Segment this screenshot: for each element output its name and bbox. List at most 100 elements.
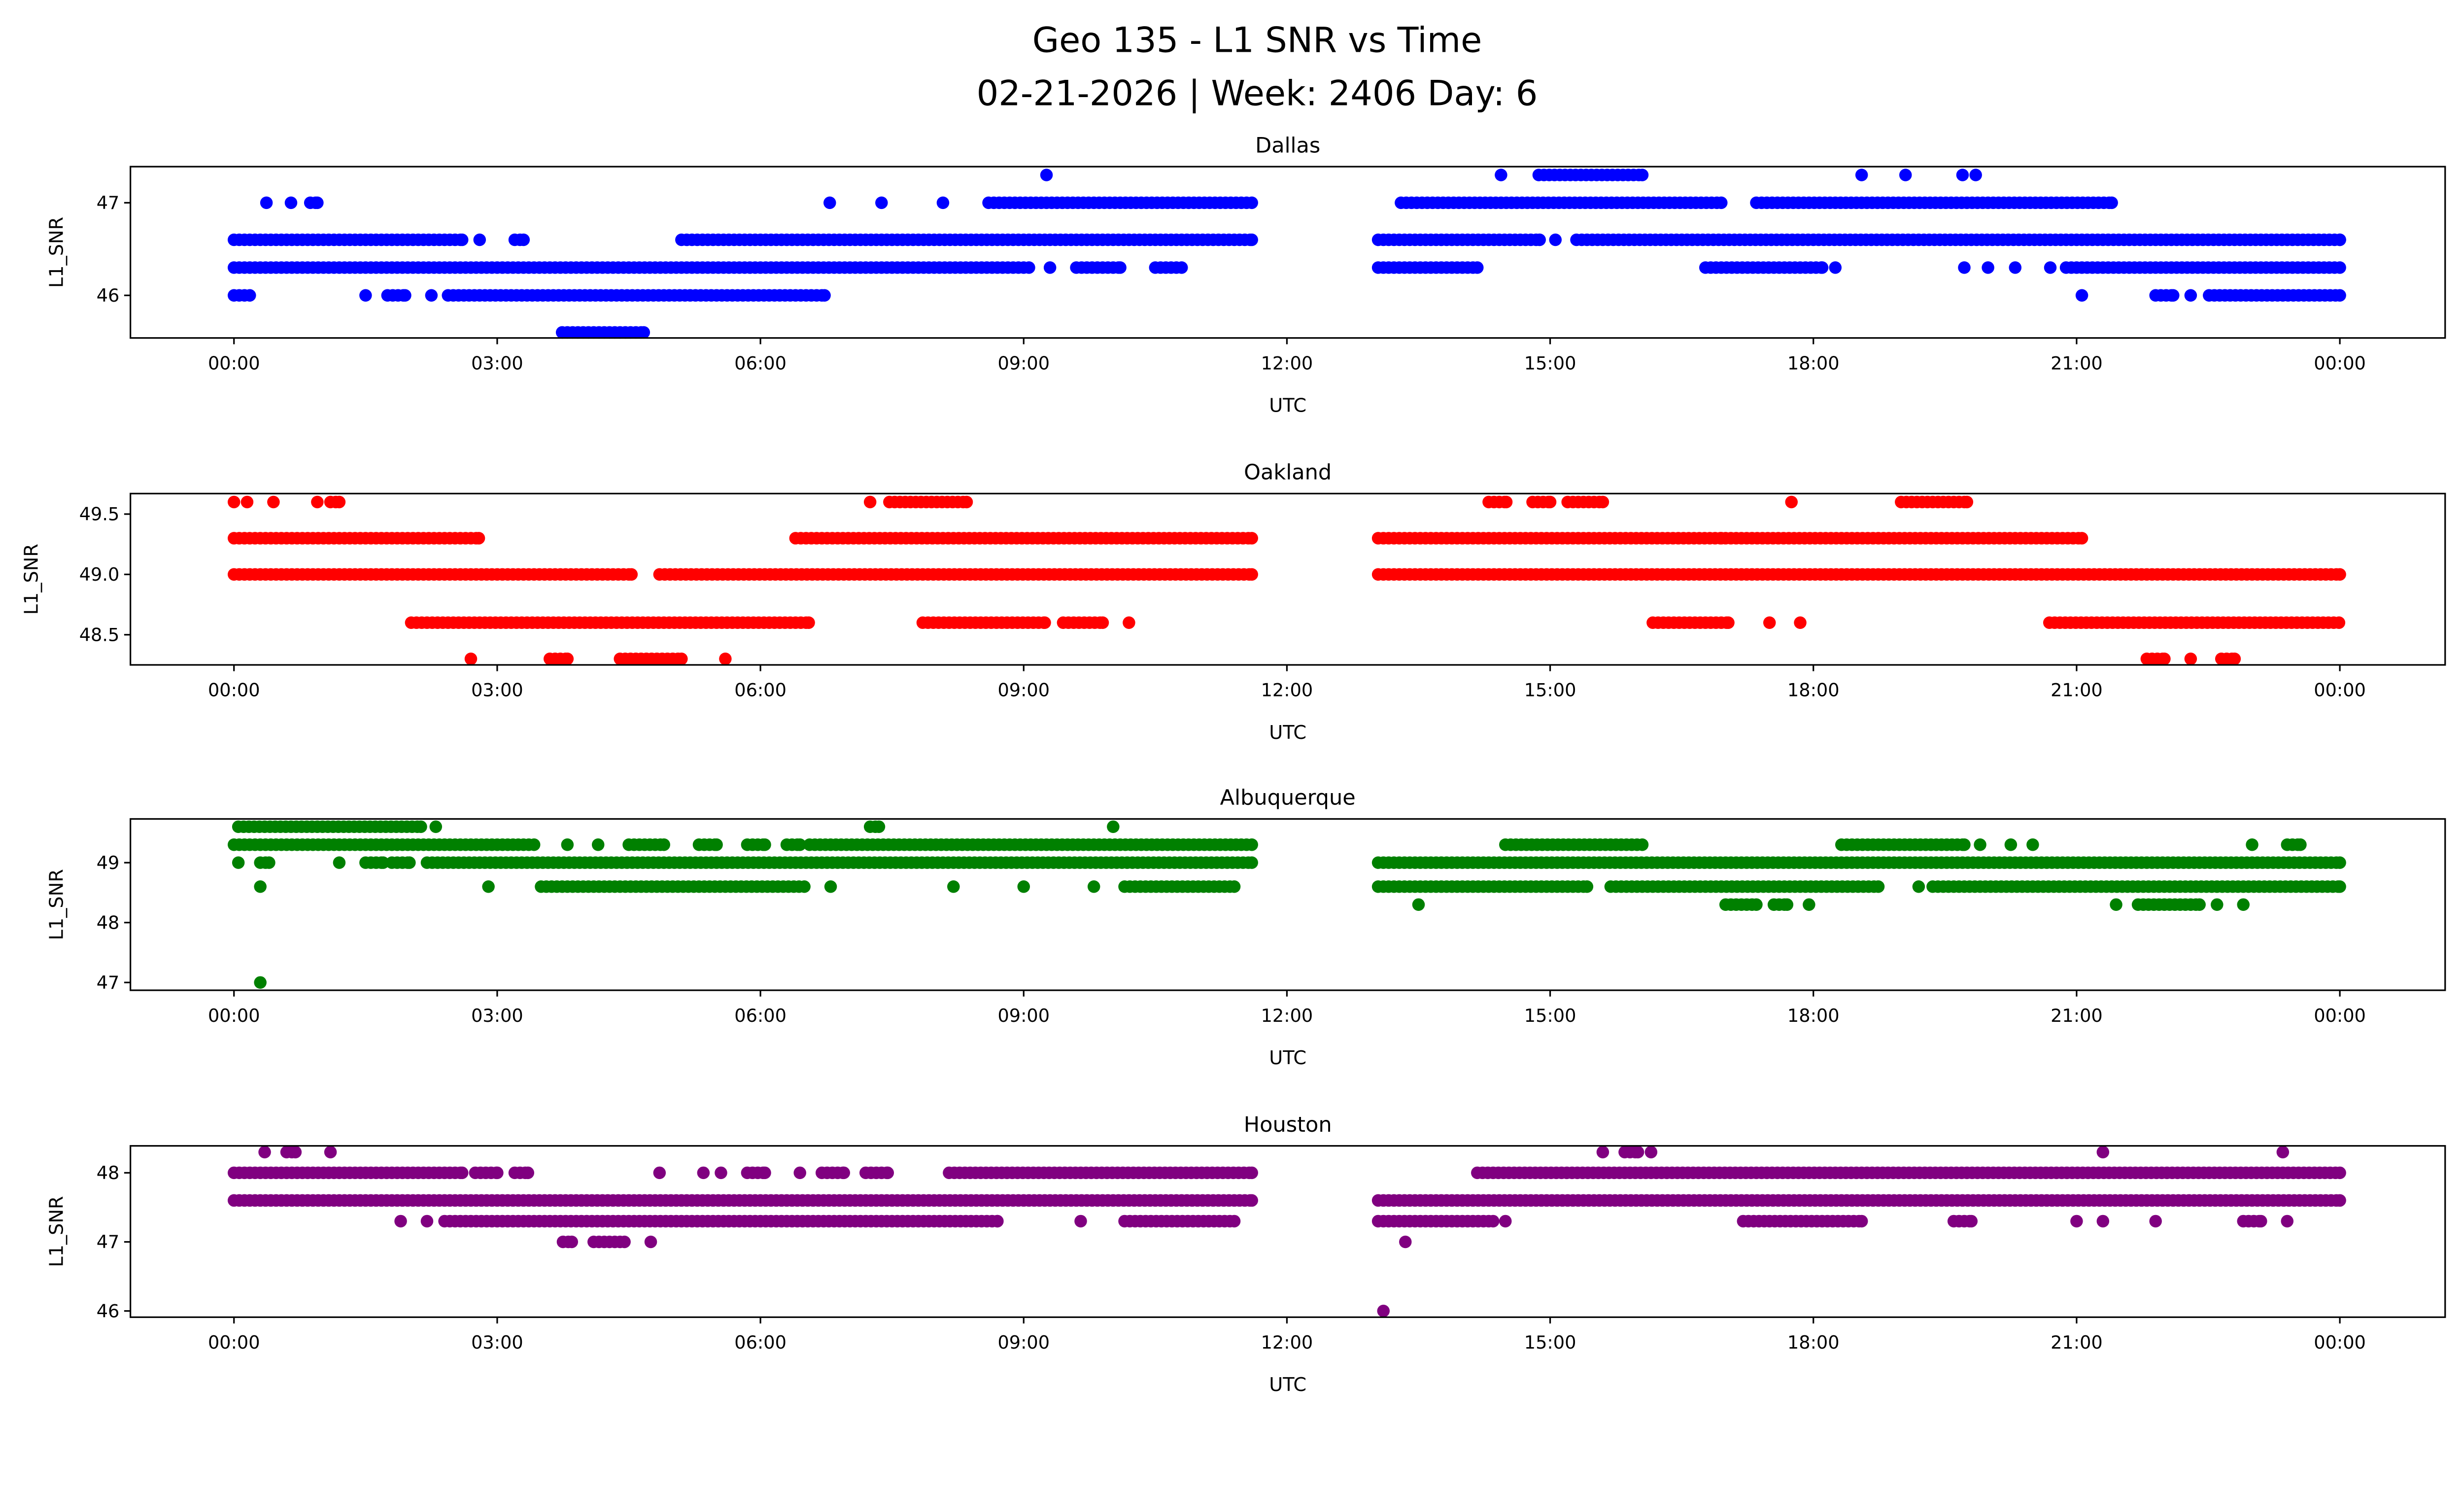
data-point [565, 1235, 579, 1249]
x-tick-label: 15:00 [1524, 1005, 1576, 1026]
x-axis-label: UTC [1269, 395, 1306, 417]
data-point [473, 233, 486, 246]
data-point [1087, 880, 1100, 893]
data-point [625, 568, 638, 581]
y-tick-label: 48.5 [79, 624, 120, 645]
data-point [2333, 289, 2346, 302]
data-point [464, 652, 478, 665]
data-point [1715, 196, 1728, 209]
data-point [1763, 616, 1776, 629]
data-point [1017, 880, 1030, 893]
data-point [1982, 261, 1994, 274]
data-point [1245, 233, 1258, 246]
y-axis-label: L1_SNR [46, 869, 68, 940]
data-point [657, 838, 670, 851]
data-point [758, 1166, 771, 1180]
data-point [2294, 838, 2307, 851]
data-point [1631, 1146, 1644, 1159]
panel-title: Albuquerque [1220, 786, 1356, 810]
data-point [394, 1215, 407, 1228]
panel-oakland: Oakland 00:00 03:00 06:00 09:00 12:00 15:00 18:… [21, 460, 2446, 744]
data-point [491, 1166, 504, 1180]
data-point [1912, 880, 1925, 893]
x-tick-label: 12:00 [1261, 1332, 1313, 1353]
data-point [472, 532, 485, 545]
data-point [2333, 856, 2346, 869]
data-point [2193, 898, 2206, 911]
data-point [1644, 1146, 1658, 1159]
data-point [359, 289, 372, 302]
y-tick-label: 46 [97, 285, 120, 306]
data-point [715, 1166, 727, 1180]
data-point [2075, 532, 2088, 545]
data-point [333, 495, 346, 509]
data-point [2158, 652, 2171, 665]
panel-title: Houston [1244, 1113, 1332, 1137]
data-point [2276, 1146, 2290, 1159]
y-axis-label: L1_SNR [46, 1196, 68, 1267]
y-axis-label: L1_SNR [21, 544, 43, 615]
data-point [793, 1166, 806, 1180]
data-point [1074, 1215, 1087, 1228]
data-point [653, 1166, 666, 1180]
x-tick-label: 15:00 [1524, 1332, 1576, 1353]
data-point [1958, 838, 1971, 851]
y-tick-label: 48 [97, 912, 120, 933]
x-tick-label: 09:00 [997, 1005, 1050, 1026]
data-point [710, 838, 723, 851]
data-point [267, 495, 280, 509]
x-tick-label: 00:00 [2314, 1332, 2366, 1353]
y-tick-label: 49 [97, 852, 120, 873]
x-axis-label: UTC [1269, 1374, 1306, 1396]
x-tick-label: 03:00 [471, 1005, 523, 1026]
axes-frame [130, 166, 2446, 339]
x-tick-label: 21:00 [2051, 680, 2103, 701]
data-point [561, 652, 574, 665]
data-point [284, 196, 298, 209]
x-tick-label: 00:00 [2314, 680, 2366, 701]
data-point [258, 1146, 271, 1159]
panel-title: Oakland [1244, 460, 1332, 485]
data-point [1399, 1235, 1412, 1249]
data-points [228, 1146, 2346, 1318]
data-point [254, 976, 267, 989]
data-point [2333, 1194, 2346, 1207]
data-point [399, 289, 411, 302]
data-point [289, 1146, 302, 1159]
data-point [1549, 233, 1562, 246]
data-point [1636, 838, 1649, 851]
data-point [2149, 1215, 2162, 1228]
data-point [591, 838, 605, 851]
axes-frame [130, 1145, 2446, 1318]
data-point [824, 880, 837, 893]
data-points [228, 169, 2346, 339]
data-point [1596, 1146, 1609, 1159]
x-tick-label: 12:00 [1261, 352, 1313, 374]
x-tick-label: 00:00 [2314, 1005, 2366, 1026]
data-point [2246, 838, 2259, 851]
data-point [2333, 1166, 2346, 1180]
data-point [1815, 261, 1829, 274]
data-point [863, 495, 877, 509]
data-points [228, 820, 2346, 989]
x-axis-label: UTC [1269, 1047, 1306, 1069]
data-point [818, 289, 831, 302]
data-point [243, 289, 256, 302]
data-point [260, 196, 273, 209]
data-point [1855, 1215, 1868, 1228]
data-point [1803, 898, 1815, 911]
x-tick-label: 21:00 [2051, 352, 2103, 374]
data-point [1495, 169, 1507, 181]
data-point [455, 1166, 469, 1180]
data-point [2333, 568, 2346, 581]
data-point [254, 880, 267, 893]
x-tick-label: 00:00 [208, 680, 260, 701]
data-point [1245, 1166, 1258, 1180]
data-point [1543, 495, 1557, 509]
data-point [1123, 616, 1135, 629]
data-point [1245, 1194, 1258, 1207]
data-point [2070, 1215, 2083, 1228]
x-tick-label: 12:00 [1261, 1005, 1313, 1026]
data-point [1096, 616, 1109, 629]
figure-subtitle: 02-21-2026 | Week: 2406 Day: 6 [977, 73, 1538, 114]
